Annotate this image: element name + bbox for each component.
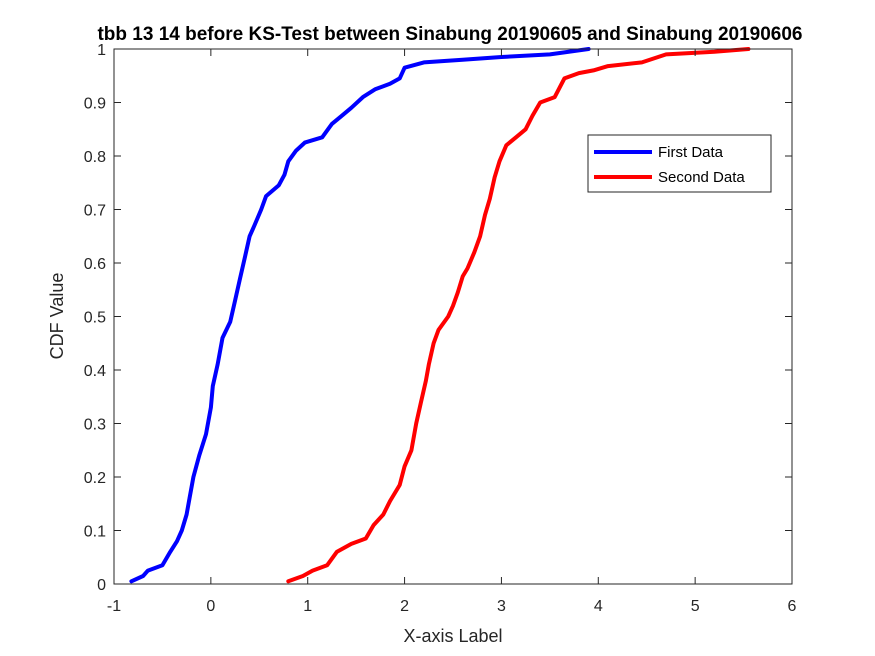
y-tick-label: 1 bbox=[97, 42, 106, 59]
y-tick-label: 0.1 bbox=[84, 524, 106, 541]
y-tick-label: 0.4 bbox=[84, 363, 106, 380]
legend-label-2: Second Data bbox=[658, 169, 745, 186]
y-tick-label: 0.8 bbox=[84, 149, 106, 166]
x-tick-label: 6 bbox=[788, 598, 797, 615]
x-tick-label: 3 bbox=[497, 598, 506, 615]
y-tick-label: 0.6 bbox=[84, 256, 106, 273]
x-tick-label: 2 bbox=[400, 598, 409, 615]
y-tick-label: 0.5 bbox=[84, 310, 106, 327]
x-tick-label: 4 bbox=[594, 598, 603, 615]
x-tick-label: 1 bbox=[303, 598, 312, 615]
ticks-layer: -1 0 1 2 3 4 5 600.10.20.30.40.50.60.70.80.91 bbox=[84, 42, 797, 615]
legend-label-1: First Data bbox=[658, 144, 724, 161]
y-tick-label: 0 bbox=[97, 577, 106, 594]
y-tick-label: 0.2 bbox=[84, 470, 106, 487]
chart-title: tbb 13 14 before KS-Test between Sinabun… bbox=[97, 24, 802, 45]
x-tick-label: 0 bbox=[206, 598, 215, 615]
y-tick-label: 0.3 bbox=[84, 417, 106, 434]
legend: First Data Second Data bbox=[587, 134, 772, 193]
x-tick-label: 5 bbox=[691, 598, 700, 615]
y-tick-label: 0.7 bbox=[84, 203, 106, 220]
series-line-1 bbox=[129, 47, 591, 584]
y-axis-label: CDF Value bbox=[47, 273, 67, 360]
series-line-2 bbox=[286, 47, 751, 584]
y-tick-label: 0.9 bbox=[84, 96, 106, 113]
x-axis-label: X-axis Label bbox=[403, 626, 502, 646]
x-tick-label: -1 bbox=[107, 598, 121, 615]
series-layer bbox=[129, 47, 751, 584]
legend-box bbox=[587, 134, 772, 193]
